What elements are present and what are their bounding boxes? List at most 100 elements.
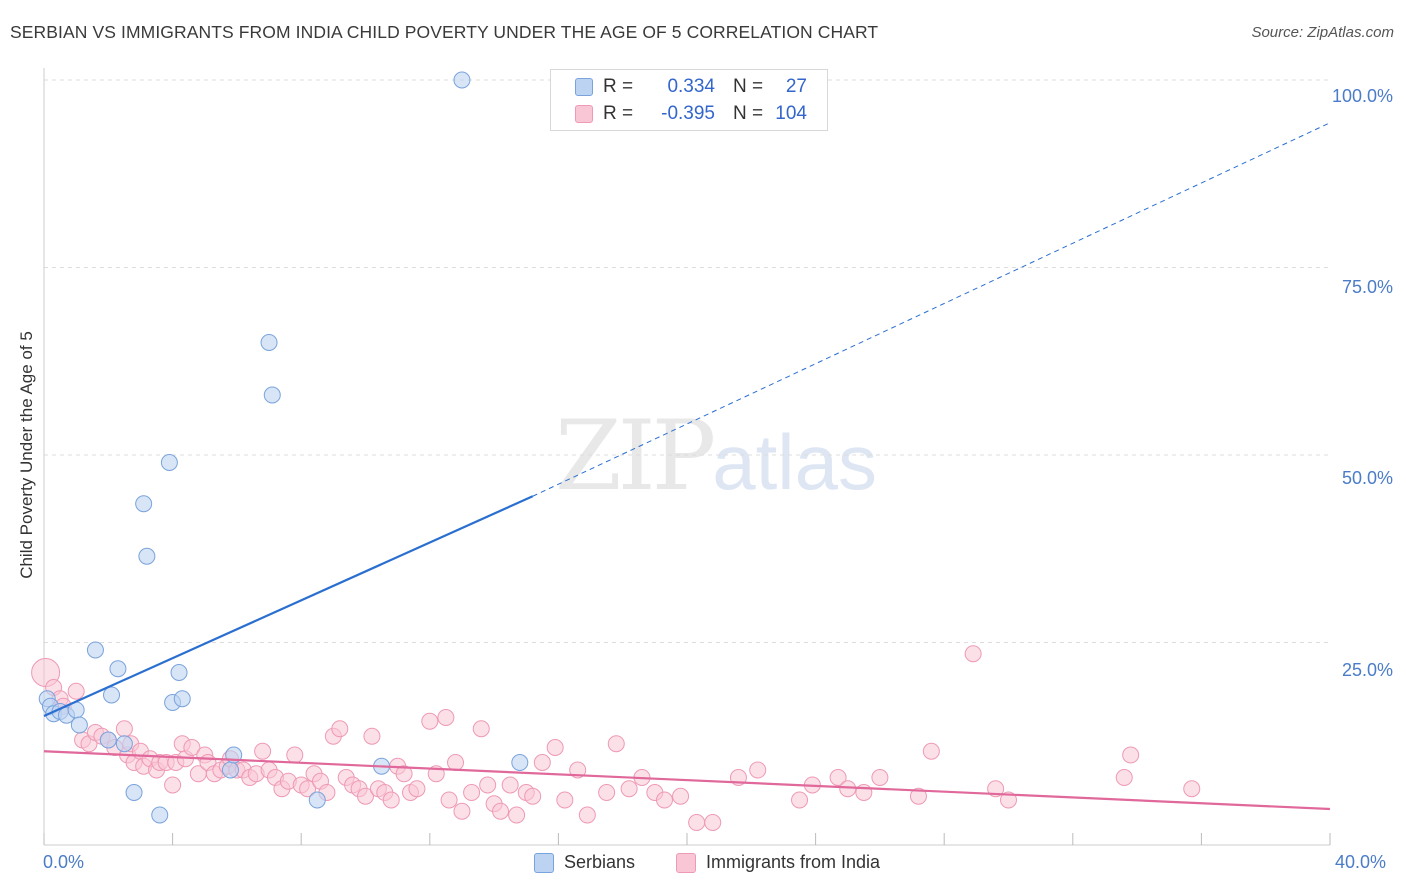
india-point <box>492 802 510 820</box>
india-point <box>395 765 413 783</box>
india-swatch <box>575 105 593 123</box>
india-point <box>183 739 201 756</box>
india-point <box>655 791 673 809</box>
serbian-point <box>151 806 169 824</box>
legend-item-serbians: Serbians <box>534 852 635 873</box>
chart-title: SERBIAN VS IMMIGRANTS FROM INDIA CHILD P… <box>10 22 879 42</box>
legend-row-serbians: R = 0.334 N = 27 <box>575 75 807 99</box>
india-point <box>1115 769 1133 786</box>
india-point <box>331 720 349 738</box>
india-point <box>871 769 889 786</box>
serbians-trend-extension <box>532 122 1331 497</box>
serbians-swatch <box>575 78 593 96</box>
correlation-legend: R = 0.334 N = 27 R = -0.395 N = 104 <box>550 69 828 131</box>
x-tick-label: 40.0% <box>1335 852 1387 872</box>
serbian-point <box>115 735 133 753</box>
r-label: R = <box>603 103 634 124</box>
serbian-point <box>160 454 178 471</box>
serbian-point <box>103 686 121 704</box>
r-value: -0.395 <box>661 103 715 124</box>
india-point <box>704 814 722 831</box>
india-point <box>382 791 400 809</box>
r-label: R = <box>603 76 634 97</box>
india-point <box>115 720 133 738</box>
india-point <box>620 780 638 798</box>
serbians-swatch <box>534 852 554 873</box>
india-point <box>254 742 272 760</box>
india-point <box>922 742 940 760</box>
india-point <box>1122 746 1140 764</box>
india-point <box>556 791 574 809</box>
serbian-point <box>70 716 88 734</box>
x-tick-label: 0.0% <box>43 852 85 872</box>
serbian-point <box>263 386 281 404</box>
india-point <box>437 709 455 726</box>
india-point <box>791 791 809 809</box>
india-point <box>67 682 85 700</box>
serbian-point <box>173 690 191 708</box>
india-point <box>749 761 767 779</box>
india-point <box>299 780 317 798</box>
india-point <box>286 746 304 764</box>
legend-item-india: Immigrants from India <box>676 852 880 873</box>
india-point <box>909 787 927 805</box>
india-point <box>501 776 519 794</box>
india-point <box>829 769 847 786</box>
india-point <box>964 645 982 663</box>
watermark-atlas: atlas <box>712 418 877 506</box>
serbian-point <box>453 71 471 89</box>
india-swatch <box>676 852 696 873</box>
india-point <box>164 776 182 794</box>
india-point <box>472 720 490 738</box>
n-label: N = <box>733 103 764 124</box>
india-point <box>688 814 706 831</box>
serbian-point <box>308 791 326 809</box>
india-point <box>839 780 857 798</box>
watermark-zip: ZIP <box>555 400 716 512</box>
india-point <box>363 727 381 745</box>
india-point <box>357 787 374 805</box>
india-point <box>578 806 596 824</box>
india-point <box>440 791 458 809</box>
india-point <box>421 712 439 730</box>
n-label: N = <box>733 76 764 97</box>
india-trend-line <box>43 750 1331 811</box>
y-tick-label: 50.0% <box>1341 468 1393 488</box>
serbian-point <box>138 547 156 565</box>
india-point <box>1000 791 1017 809</box>
india-point <box>672 787 690 805</box>
n-value: 27 <box>785 76 807 97</box>
r-value: 0.334 <box>667 76 715 97</box>
y-tick-label: 25.0% <box>1341 660 1393 680</box>
serbian-point <box>170 664 188 681</box>
serbian-point <box>260 334 278 351</box>
legend-label: Serbians <box>564 852 636 872</box>
india-point <box>546 739 564 756</box>
india-point <box>479 776 497 794</box>
india-point <box>607 735 625 753</box>
serbians-trend-line <box>43 495 534 718</box>
india-point <box>463 784 481 801</box>
india-point <box>508 806 526 824</box>
serbian-point <box>135 495 153 513</box>
n-value: 104 <box>775 103 807 124</box>
india-point <box>1183 780 1201 798</box>
source-credit: Source: ZipAtlas.com <box>1251 24 1394 41</box>
india-point <box>598 784 616 801</box>
serbian-point <box>125 784 143 801</box>
watermark: ZIPatlas <box>555 400 877 512</box>
india-point <box>408 780 426 798</box>
india-point <box>447 754 465 771</box>
india-point <box>524 787 542 805</box>
serbian-point <box>86 641 104 659</box>
legend-label: Immigrants from India <box>706 852 881 872</box>
y-tick-label: 100.0% <box>1331 86 1393 106</box>
serbian-point <box>99 731 117 749</box>
y-tick-label: 75.0% <box>1341 277 1393 297</box>
serbian-point <box>109 660 127 678</box>
serbian-point <box>221 761 239 779</box>
india-point <box>533 754 551 771</box>
india-point <box>453 802 471 820</box>
legend-row-india: R = -0.395 N = 104 <box>575 102 807 126</box>
